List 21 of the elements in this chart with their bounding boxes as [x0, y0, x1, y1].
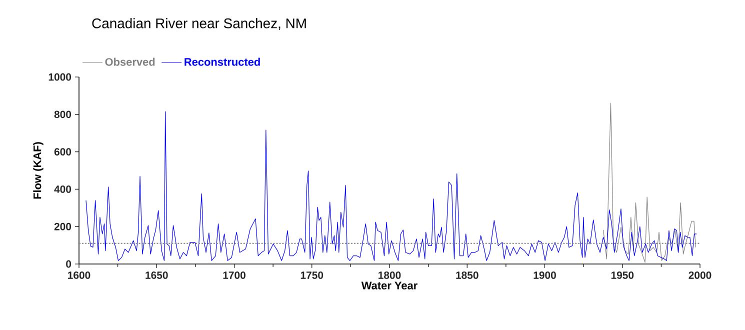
y-tick-label: 0 [66, 260, 72, 268]
legend-label: Observed [105, 58, 155, 66]
x-tick-label: 2000 [688, 272, 712, 279]
y-tick-label: 800 [54, 110, 72, 118]
x-tick-label: 1650 [146, 272, 168, 279]
y-tick-label: 200 [54, 222, 72, 230]
y-tick-label: 400 [54, 186, 72, 193]
x-tick-label: 1800 [378, 272, 401, 279]
y-tick-label: 600 [54, 148, 72, 156]
x-axis-title: Water Year [361, 282, 418, 290]
x-tick-label: 1900 [534, 272, 556, 279]
x-tick-label: 1750 [300, 272, 324, 279]
x-tick-label: 1600 [68, 272, 90, 279]
legend-label: Reconstructed [184, 58, 260, 66]
y-axis-title: Flow (KAF) [33, 142, 44, 199]
line-series [86, 111, 697, 261]
x-tick-label: 1700 [223, 272, 246, 279]
x-tick-label: 1850 [456, 272, 478, 279]
chart-title: Canadian River near Sanchez, NM [92, 18, 306, 30]
x-tick-label: 1950 [611, 272, 634, 279]
y-tick-label: 1000 [48, 73, 72, 81]
